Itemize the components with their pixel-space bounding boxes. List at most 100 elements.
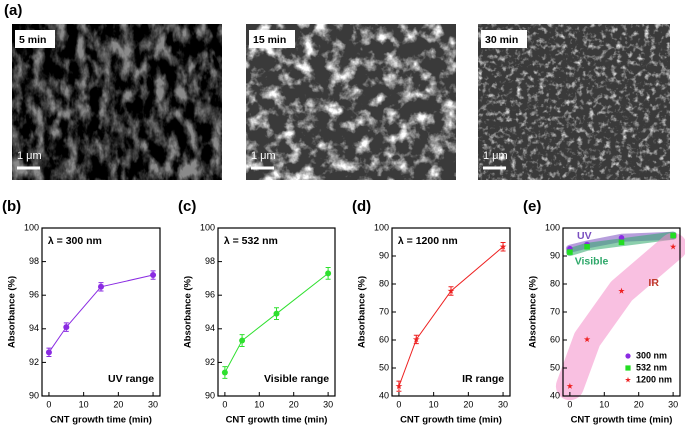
point — [63, 324, 70, 331]
y-tick-label: 94 — [29, 323, 39, 333]
y-axis-title: Absorbance (%) — [183, 276, 194, 348]
annotation: UV range — [108, 373, 154, 385]
y-tick-label: 40 — [379, 390, 389, 400]
point — [239, 337, 246, 344]
point — [566, 382, 574, 389]
point — [618, 287, 625, 294]
y-tick-label: 90 — [379, 250, 389, 260]
annotation: λ = 1200 nm — [398, 235, 458, 247]
y-tick-label: 98 — [205, 256, 215, 266]
line — [48, 274, 154, 353]
y-tick-label: 90 — [550, 250, 560, 260]
y-axis-title: Absorbance (%) — [528, 276, 539, 348]
x-tick-label: 10 — [254, 399, 264, 409]
point — [583, 336, 591, 343]
y-tick-label: 80 — [379, 278, 389, 288]
annotation: IR — [648, 277, 659, 289]
x-tick-label: 0 — [222, 399, 227, 409]
y-tick-label: 96 — [29, 290, 39, 300]
y-tick-label: 100 — [545, 222, 560, 232]
annotation: λ = 300 nm — [48, 235, 102, 247]
y-tick-label: 92 — [29, 357, 39, 367]
x-tick-label: 30 — [668, 399, 678, 409]
point — [669, 243, 677, 250]
image-label: 5 min — [19, 34, 46, 46]
line — [398, 246, 504, 387]
panel-label: (a) — [4, 2, 22, 19]
line — [224, 272, 329, 373]
y-tick-label: 50 — [379, 362, 389, 372]
y-tick-label: 60 — [379, 334, 389, 344]
label-box — [481, 30, 527, 48]
panel-label: (d) — [352, 198, 371, 215]
panel-label: (e) — [523, 198, 541, 215]
plot-frame — [217, 227, 336, 397]
x-tick-label: 10 — [599, 399, 609, 409]
plot-frame — [391, 227, 511, 397]
annotation: Visible — [575, 255, 609, 267]
band — [555, 232, 685, 401]
scale-label: 1 μm — [251, 150, 276, 162]
x-tick-label: 20 — [634, 399, 644, 409]
plot-frame — [41, 227, 161, 397]
annotation: UV — [577, 230, 592, 242]
annotation: IR range — [462, 373, 504, 385]
point — [325, 270, 332, 277]
x-axis-title: CNT growth time (min) — [226, 415, 328, 426]
x-tick-label: 30 — [148, 399, 158, 409]
y-axis-title: Absorbance (%) — [357, 276, 368, 348]
point — [625, 353, 631, 359]
point — [412, 335, 420, 343]
y-tick-label: 80 — [550, 278, 560, 288]
point — [221, 369, 228, 376]
y-tick-label: 70 — [550, 306, 560, 316]
y-tick-label: 100 — [374, 222, 389, 232]
label-box — [249, 30, 295, 48]
chart: (b) CNT growth time (min) Absorbance (%) 90… — [2, 198, 161, 426]
y-tick-label: 40 — [550, 390, 560, 400]
point — [618, 239, 625, 246]
point — [625, 365, 631, 371]
point — [618, 235, 625, 241]
point — [273, 310, 280, 317]
x-tick-label: 20 — [113, 399, 123, 409]
point — [567, 249, 573, 255]
panel-label: (b) — [2, 198, 21, 215]
legend-label: 532 nm — [636, 362, 667, 372]
point — [150, 272, 157, 279]
y-tick-label: 90 — [29, 390, 39, 400]
point — [447, 287, 455, 294]
x-axis-title: CNT growth time (min) — [571, 415, 673, 426]
x-tick-label: 30 — [498, 399, 508, 409]
annotation: λ = 532 nm — [224, 235, 278, 247]
x-tick-label: 30 — [323, 399, 333, 409]
annotation: Visible range — [264, 373, 329, 385]
sem-texture — [478, 24, 670, 180]
y-tick-label: 96 — [205, 290, 215, 300]
chart: (e) CNT growth time (min) Absorbance (%) 40… — [523, 198, 685, 426]
point — [98, 283, 104, 290]
band — [565, 231, 678, 257]
y-tick-label: 70 — [379, 306, 389, 316]
legend-label: 1200 nm — [636, 374, 672, 384]
scale-label: 1 μm — [17, 150, 42, 162]
x-tick-label: 20 — [289, 399, 299, 409]
point — [395, 382, 403, 390]
point — [670, 232, 676, 239]
y-tick-label: 60 — [550, 334, 560, 344]
chart: (c) CNT growth time (min) Absorbance (%) 90… — [178, 198, 336, 426]
scale-label: 1 μm — [483, 150, 508, 162]
x-axis-title: CNT growth time (min) — [400, 415, 502, 426]
y-tick-label: 94 — [205, 323, 215, 333]
panel-label: (c) — [178, 198, 196, 215]
point — [625, 376, 631, 383]
x-tick-label: 0 — [46, 399, 51, 409]
point — [499, 243, 507, 250]
image-label: 30 min — [485, 34, 518, 46]
x-tick-label: 20 — [463, 399, 473, 409]
y-axis-title: Absorbance (%) — [7, 276, 18, 348]
x-tick-label: 0 — [396, 399, 401, 409]
x-tick-label: 10 — [79, 399, 89, 409]
point — [584, 243, 590, 250]
